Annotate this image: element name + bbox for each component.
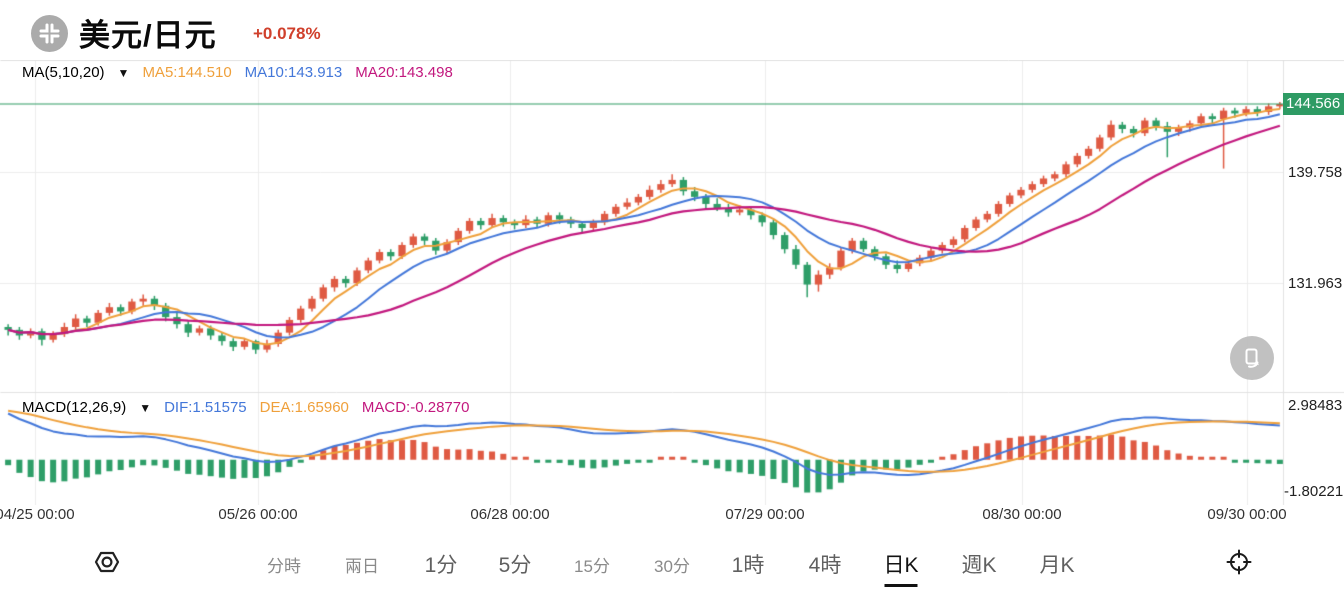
- rotate-screen-icon: [1245, 348, 1259, 368]
- pair-title: 美元/日元: [79, 18, 217, 53]
- x-axis-date: 07/29 00:00: [725, 506, 805, 523]
- tab-4hour[interactable]: 4時: [808, 554, 842, 577]
- ma-dropdown-triangle-icon[interactable]: ▼: [117, 65, 130, 80]
- x-axis-date: 04/25 00:00: [0, 506, 75, 523]
- tab-15min[interactable]: 15分: [574, 557, 610, 576]
- x-axis-date: 06/28 00:00: [470, 506, 550, 523]
- tab-30min[interactable]: 30分: [654, 557, 690, 576]
- tab-1min[interactable]: 1分: [424, 554, 458, 577]
- price-chart-canvas[interactable]: [0, 60, 1344, 505]
- macd-axis-label-bottom: -1.80221: [1284, 483, 1344, 500]
- x-axis-date: 08/30 00:00: [982, 506, 1062, 523]
- ma-indicator-name: MA(5,10,20): [22, 64, 105, 81]
- macd-dea-value: DEA:1.65960: [259, 399, 349, 416]
- settings-button[interactable]: [93, 548, 121, 576]
- crosshair-icon: [1226, 549, 1252, 575]
- tab-1hour[interactable]: 1時: [731, 554, 765, 577]
- macd-indicator-name: MACD(12,26,9): [22, 399, 127, 416]
- price-axis-label: 131.963: [1288, 275, 1343, 292]
- tab-daily-k[interactable]: 日K: [883, 549, 919, 587]
- x-axis-date: 09/30 00:00: [1207, 506, 1287, 523]
- crosshair-button[interactable]: [1226, 549, 1252, 575]
- ma10-value: MA10:143.913: [244, 64, 343, 81]
- collapse-icon[interactable]: [31, 15, 68, 52]
- ma20-value: MA20:143.498: [355, 64, 453, 81]
- x-axis-date: 05/26 00:00: [218, 506, 298, 523]
- tab-monthly-k[interactable]: 月K: [1039, 554, 1075, 577]
- price-axis-label: 139.758: [1288, 164, 1343, 181]
- macd-dropdown-triangle-icon[interactable]: ▼: [139, 400, 152, 415]
- tab-minute-chart[interactable]: 分時: [267, 557, 301, 576]
- ma5-value: MA5:144.510: [142, 64, 232, 81]
- current-price-badge: 144.566: [1283, 93, 1344, 115]
- ma-indicator-row: MA(5,10,20) ▼ MA5:144.510 MA10:143.913 M…: [22, 64, 453, 81]
- tab-weekly-k[interactable]: 週K: [961, 554, 997, 577]
- macd-axis-label-top: 2.98483: [1288, 397, 1343, 414]
- pair-change-percent: +0.078%: [253, 24, 321, 43]
- tab-two-day[interactable]: 兩日: [345, 557, 379, 576]
- macd-indicator-row: MACD(12,26,9) ▼ DIF:1.51575 DEA:1.65960 …: [22, 399, 469, 416]
- macd-value: MACD:-0.28770: [361, 399, 470, 416]
- settings-nut-icon: [94, 551, 120, 573]
- rotate-screen-button[interactable]: [1230, 336, 1274, 380]
- tab-5min[interactable]: 5分: [498, 554, 532, 577]
- macd-dif-value: DIF:1.51575: [164, 399, 247, 416]
